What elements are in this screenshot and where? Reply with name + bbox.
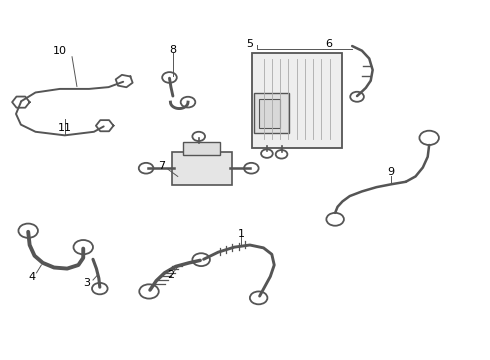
Text: 11: 11 xyxy=(58,123,72,133)
Text: 10: 10 xyxy=(53,46,67,57)
FancyBboxPatch shape xyxy=(183,142,220,156)
Text: 9: 9 xyxy=(388,167,395,177)
FancyBboxPatch shape xyxy=(172,152,232,185)
FancyBboxPatch shape xyxy=(254,93,289,133)
Text: 5: 5 xyxy=(246,39,253,49)
Text: 4: 4 xyxy=(28,272,35,282)
Text: 1: 1 xyxy=(238,229,245,239)
FancyBboxPatch shape xyxy=(252,53,343,148)
Text: 7: 7 xyxy=(158,161,165,171)
FancyBboxPatch shape xyxy=(259,99,280,128)
Text: 3: 3 xyxy=(83,278,90,288)
Text: 8: 8 xyxy=(170,45,176,55)
Text: 2: 2 xyxy=(168,270,174,280)
Text: 6: 6 xyxy=(325,39,332,49)
